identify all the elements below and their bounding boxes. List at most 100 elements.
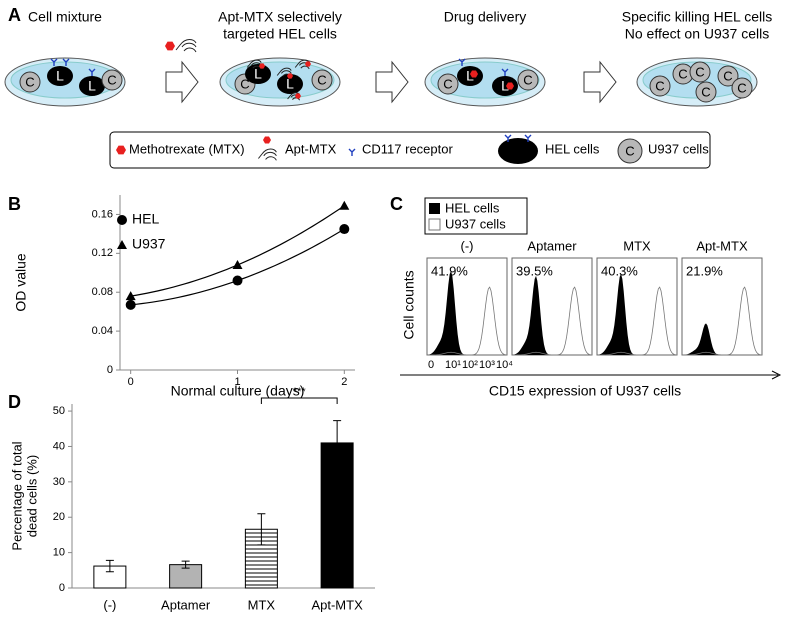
hel-histogram [427, 270, 507, 355]
y-tick-label: 20 [53, 511, 65, 523]
u937-letter: C [655, 78, 664, 93]
receptor [348, 148, 356, 156]
panel-label: D [8, 392, 21, 412]
panel-label: B [8, 194, 21, 214]
u937-letter: C [317, 72, 326, 87]
legend-label: U937 cells [445, 216, 506, 231]
error-bar [333, 420, 342, 466]
hel-histogram [682, 323, 762, 355]
receptor [62, 58, 70, 66]
hel-letter: L [88, 78, 96, 94]
u937-letter: C [723, 68, 732, 83]
x-tick-label: Apt-MTX [311, 597, 363, 612]
u937-letter: C [737, 80, 746, 95]
legend-swatch [429, 203, 440, 214]
u937-letter: C [625, 143, 634, 158]
legend-text: HEL cells [545, 141, 600, 156]
hel-cell [277, 74, 303, 94]
x-tick-label: 1 [234, 376, 240, 388]
u937-letter: C [523, 72, 532, 87]
hel-cell [245, 64, 271, 84]
u937-letter: C [701, 84, 710, 99]
y-tick-label: 0.16 [92, 208, 113, 220]
u937-cell [19, 71, 41, 93]
aptamer-icon [276, 67, 292, 78]
legend-marker [117, 215, 127, 225]
hel-cell [79, 76, 105, 96]
y-tick-label: 40 [53, 440, 65, 452]
u937-letter: C [240, 76, 249, 91]
mtx-icon [287, 73, 293, 79]
panel-title: Aptamer [527, 238, 577, 253]
panel-title: MTX [623, 238, 651, 253]
point [339, 224, 350, 235]
y-tick-label: 30 [53, 476, 65, 488]
point [232, 260, 243, 269]
mtx-icon [305, 61, 311, 67]
x-axis-label: CD15 expression of U937 cells [489, 383, 681, 399]
significance-label: *** [293, 386, 307, 398]
panel-title: (-) [461, 238, 474, 253]
legend-text: Methotrexate (MTX) [129, 141, 245, 156]
y-axis-label: OD value [13, 253, 29, 312]
u937-cell [717, 65, 739, 87]
aptamer-icon [294, 59, 310, 70]
hel-histogram [512, 275, 592, 355]
step-title: Apt-MTX selectively [218, 9, 342, 25]
flow-arrow [165, 60, 199, 104]
percentage-label: 39.5% [516, 263, 553, 278]
u937-cell [311, 69, 333, 91]
receptor [88, 68, 96, 76]
point [232, 275, 243, 286]
hel-cell [457, 66, 483, 86]
x-tick-label: 0 [128, 376, 134, 388]
y-tick-label: 50 [53, 405, 65, 417]
u937-letter: C [678, 66, 687, 81]
y-tick-label: 10 [53, 547, 65, 559]
legend-box [109, 131, 711, 169]
legend-text: CD117 receptor [362, 141, 453, 156]
mtx-icon [165, 41, 175, 51]
u937-cell [437, 73, 459, 95]
legend-label: U937 [132, 236, 166, 252]
x-tick-label: 10¹ [445, 359, 461, 371]
legend-hel [498, 138, 538, 164]
aptamer-icon [175, 39, 197, 53]
hel-letter: L [286, 76, 294, 92]
x-tick-label: MTX [248, 597, 276, 612]
receptor [50, 58, 58, 66]
y-tick-label: 0.12 [92, 247, 113, 259]
hel-cell [492, 76, 518, 96]
percentage-label: 41.9% [431, 263, 468, 278]
x-tick-label: 10³ [479, 359, 495, 371]
percentage-label: 40.3% [601, 263, 638, 278]
point [125, 299, 136, 310]
y-tick-label: 0.04 [92, 325, 113, 337]
error-bar [257, 513, 266, 546]
x-tick-label: 10⁴ [496, 359, 513, 371]
panel-label: A [8, 5, 21, 25]
receptor [524, 134, 532, 142]
percentage-label: 21.9% [686, 263, 723, 278]
mtx-icon [470, 70, 478, 78]
flow-arrow [375, 60, 409, 104]
u937-letter: C [695, 64, 704, 79]
legend-marker [117, 240, 127, 249]
step-title: Drug delivery [444, 9, 526, 25]
legend-label: HEL [132, 211, 159, 227]
hel-letter: L [466, 68, 474, 84]
step-title: No effect on U937 cells [625, 26, 770, 42]
y-tick-label: 0.08 [92, 286, 113, 298]
receptor [458, 58, 466, 66]
u937-cell [689, 61, 711, 83]
u937-letter: C [443, 76, 452, 91]
legend-swatch [428, 218, 441, 231]
u937-letter: C [25, 74, 34, 89]
significance-bracket [260, 397, 338, 404]
receptor [504, 134, 512, 142]
y-tick-label: 0 [107, 364, 113, 376]
u937-cell [101, 69, 123, 91]
mtx-icon [259, 63, 265, 69]
